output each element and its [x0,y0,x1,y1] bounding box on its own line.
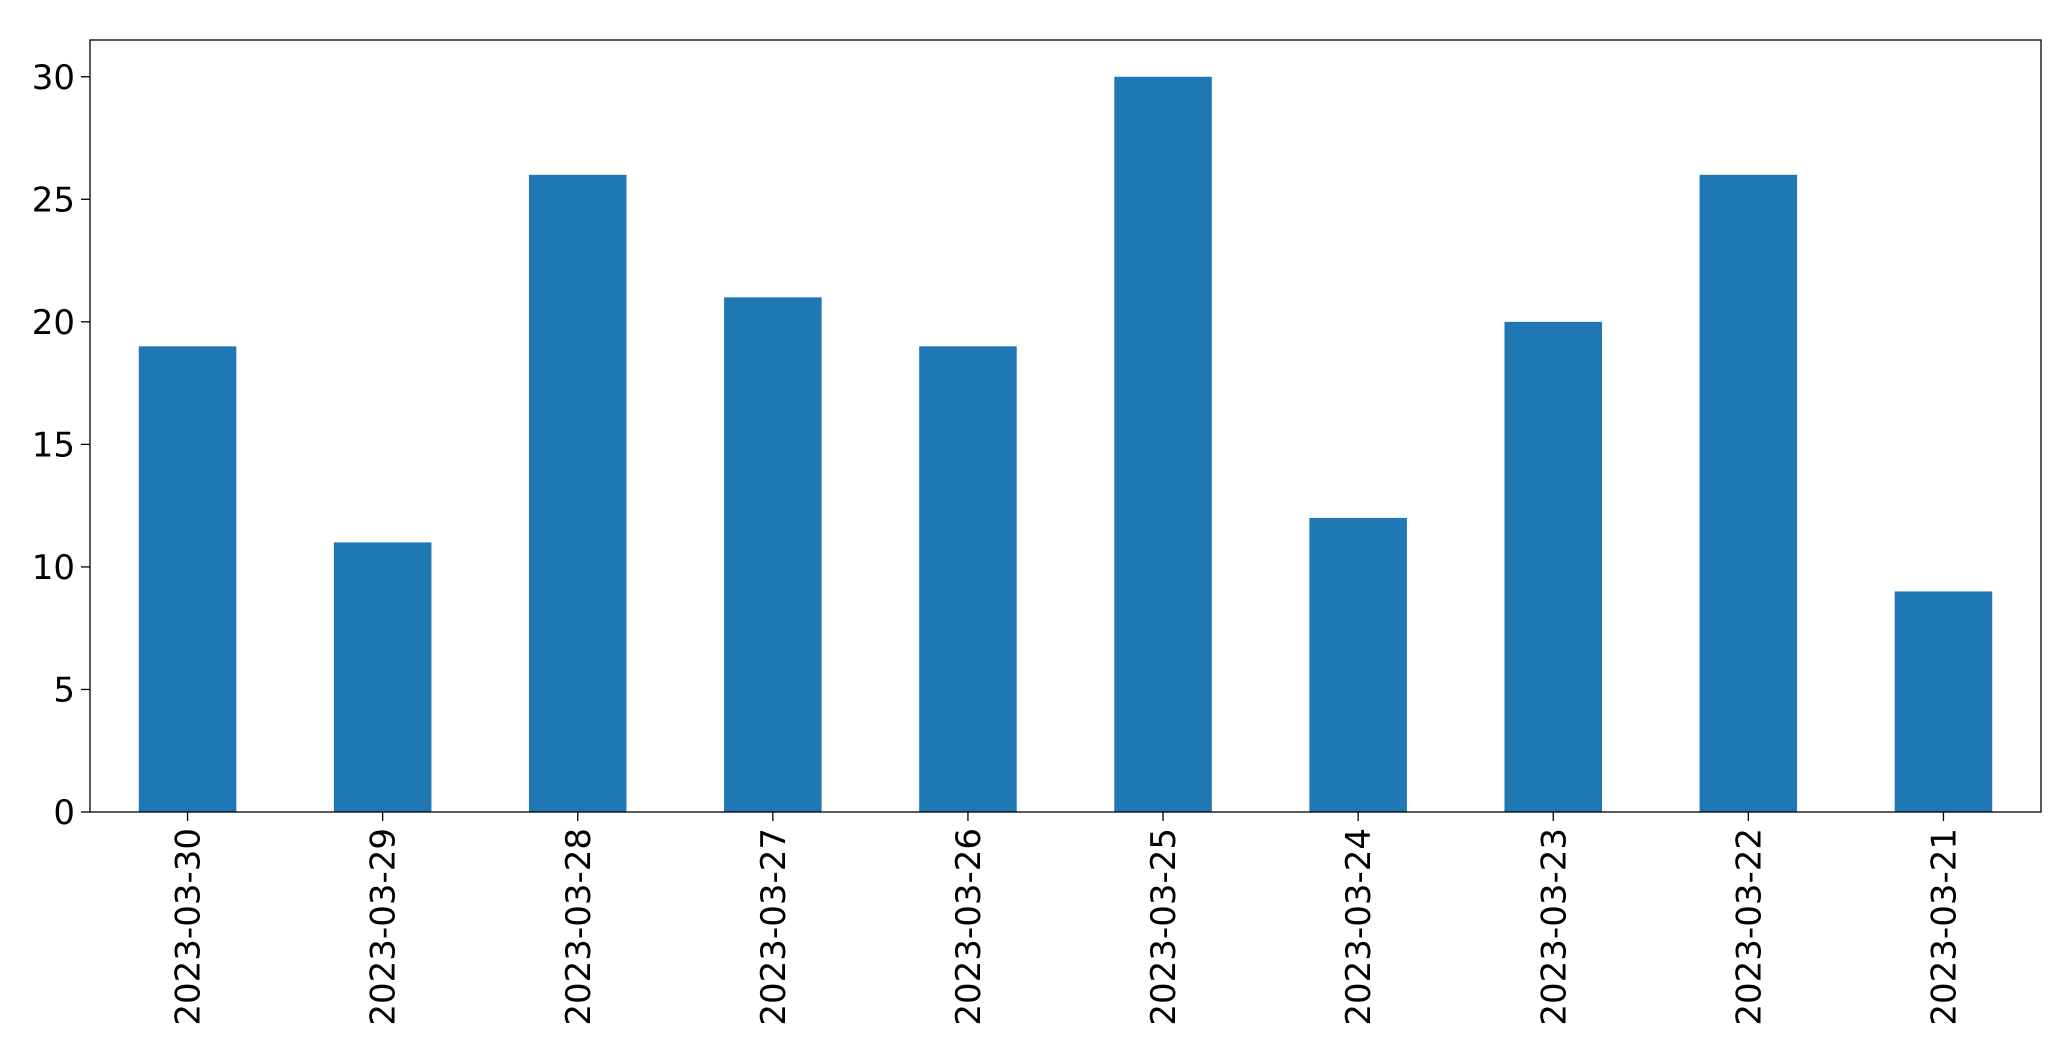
x-tick-label: 2023-03-30 [169,828,209,1026]
y-tick-label: 0 [53,793,75,833]
x-tick-label: 2023-03-22 [1729,828,1769,1026]
x-tick-label: 2023-03-26 [949,828,989,1026]
y-tick-label: 20 [32,303,75,343]
x-tick-label: 2023-03-29 [364,828,404,1026]
bar [1309,517,1407,812]
bar [138,346,237,812]
bar [528,174,627,813]
plot-frame [89,39,2042,813]
bar [1699,174,1798,813]
x-tick-label: 2023-03-28 [559,828,599,1026]
y-tick-label: 15 [32,425,75,465]
bar [1114,76,1212,812]
y-tick-label: 30 [32,58,75,98]
y-tick-label: 25 [32,180,75,220]
bar [333,542,432,812]
y-tick-label: 10 [32,548,75,588]
x-tick-label: 2023-03-27 [754,828,794,1026]
x-tick-label: 2023-03-25 [1144,828,1184,1026]
bar [1504,321,1603,812]
x-tick-label: 2023-03-23 [1534,828,1574,1026]
x-tick-label: 2023-03-21 [1924,828,1964,1026]
bar [1894,591,1993,812]
x-tick-label: 2023-03-24 [1339,828,1379,1026]
bar [919,346,1017,812]
y-tick-label: 5 [53,670,75,710]
bar [724,297,822,812]
